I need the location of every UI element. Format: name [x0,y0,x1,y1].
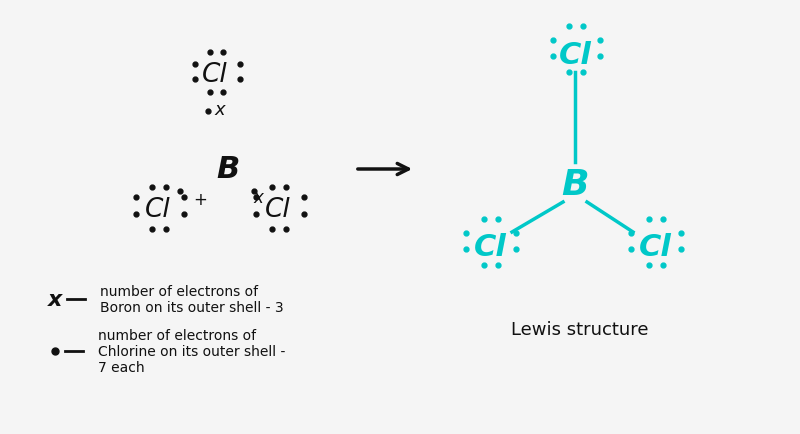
Text: Cl: Cl [145,197,171,223]
Text: Cl: Cl [638,233,671,262]
Text: +: + [193,191,207,208]
Text: number of electrons of
Chlorine on its outer shell -
7 each: number of electrons of Chlorine on its o… [98,328,286,375]
Text: B: B [216,155,240,184]
Text: number of electrons of
Boron on its outer shell - 3: number of electrons of Boron on its oute… [100,284,284,314]
Text: Lewis structure: Lewis structure [511,320,649,338]
Text: Cl: Cl [474,233,506,262]
Text: Cl: Cl [558,40,591,69]
Text: Cl: Cl [202,62,228,88]
Text: Cl: Cl [265,197,291,223]
Text: x: x [214,101,226,119]
Text: x: x [48,289,62,309]
Text: x: x [253,188,263,207]
Text: B: B [562,168,589,201]
